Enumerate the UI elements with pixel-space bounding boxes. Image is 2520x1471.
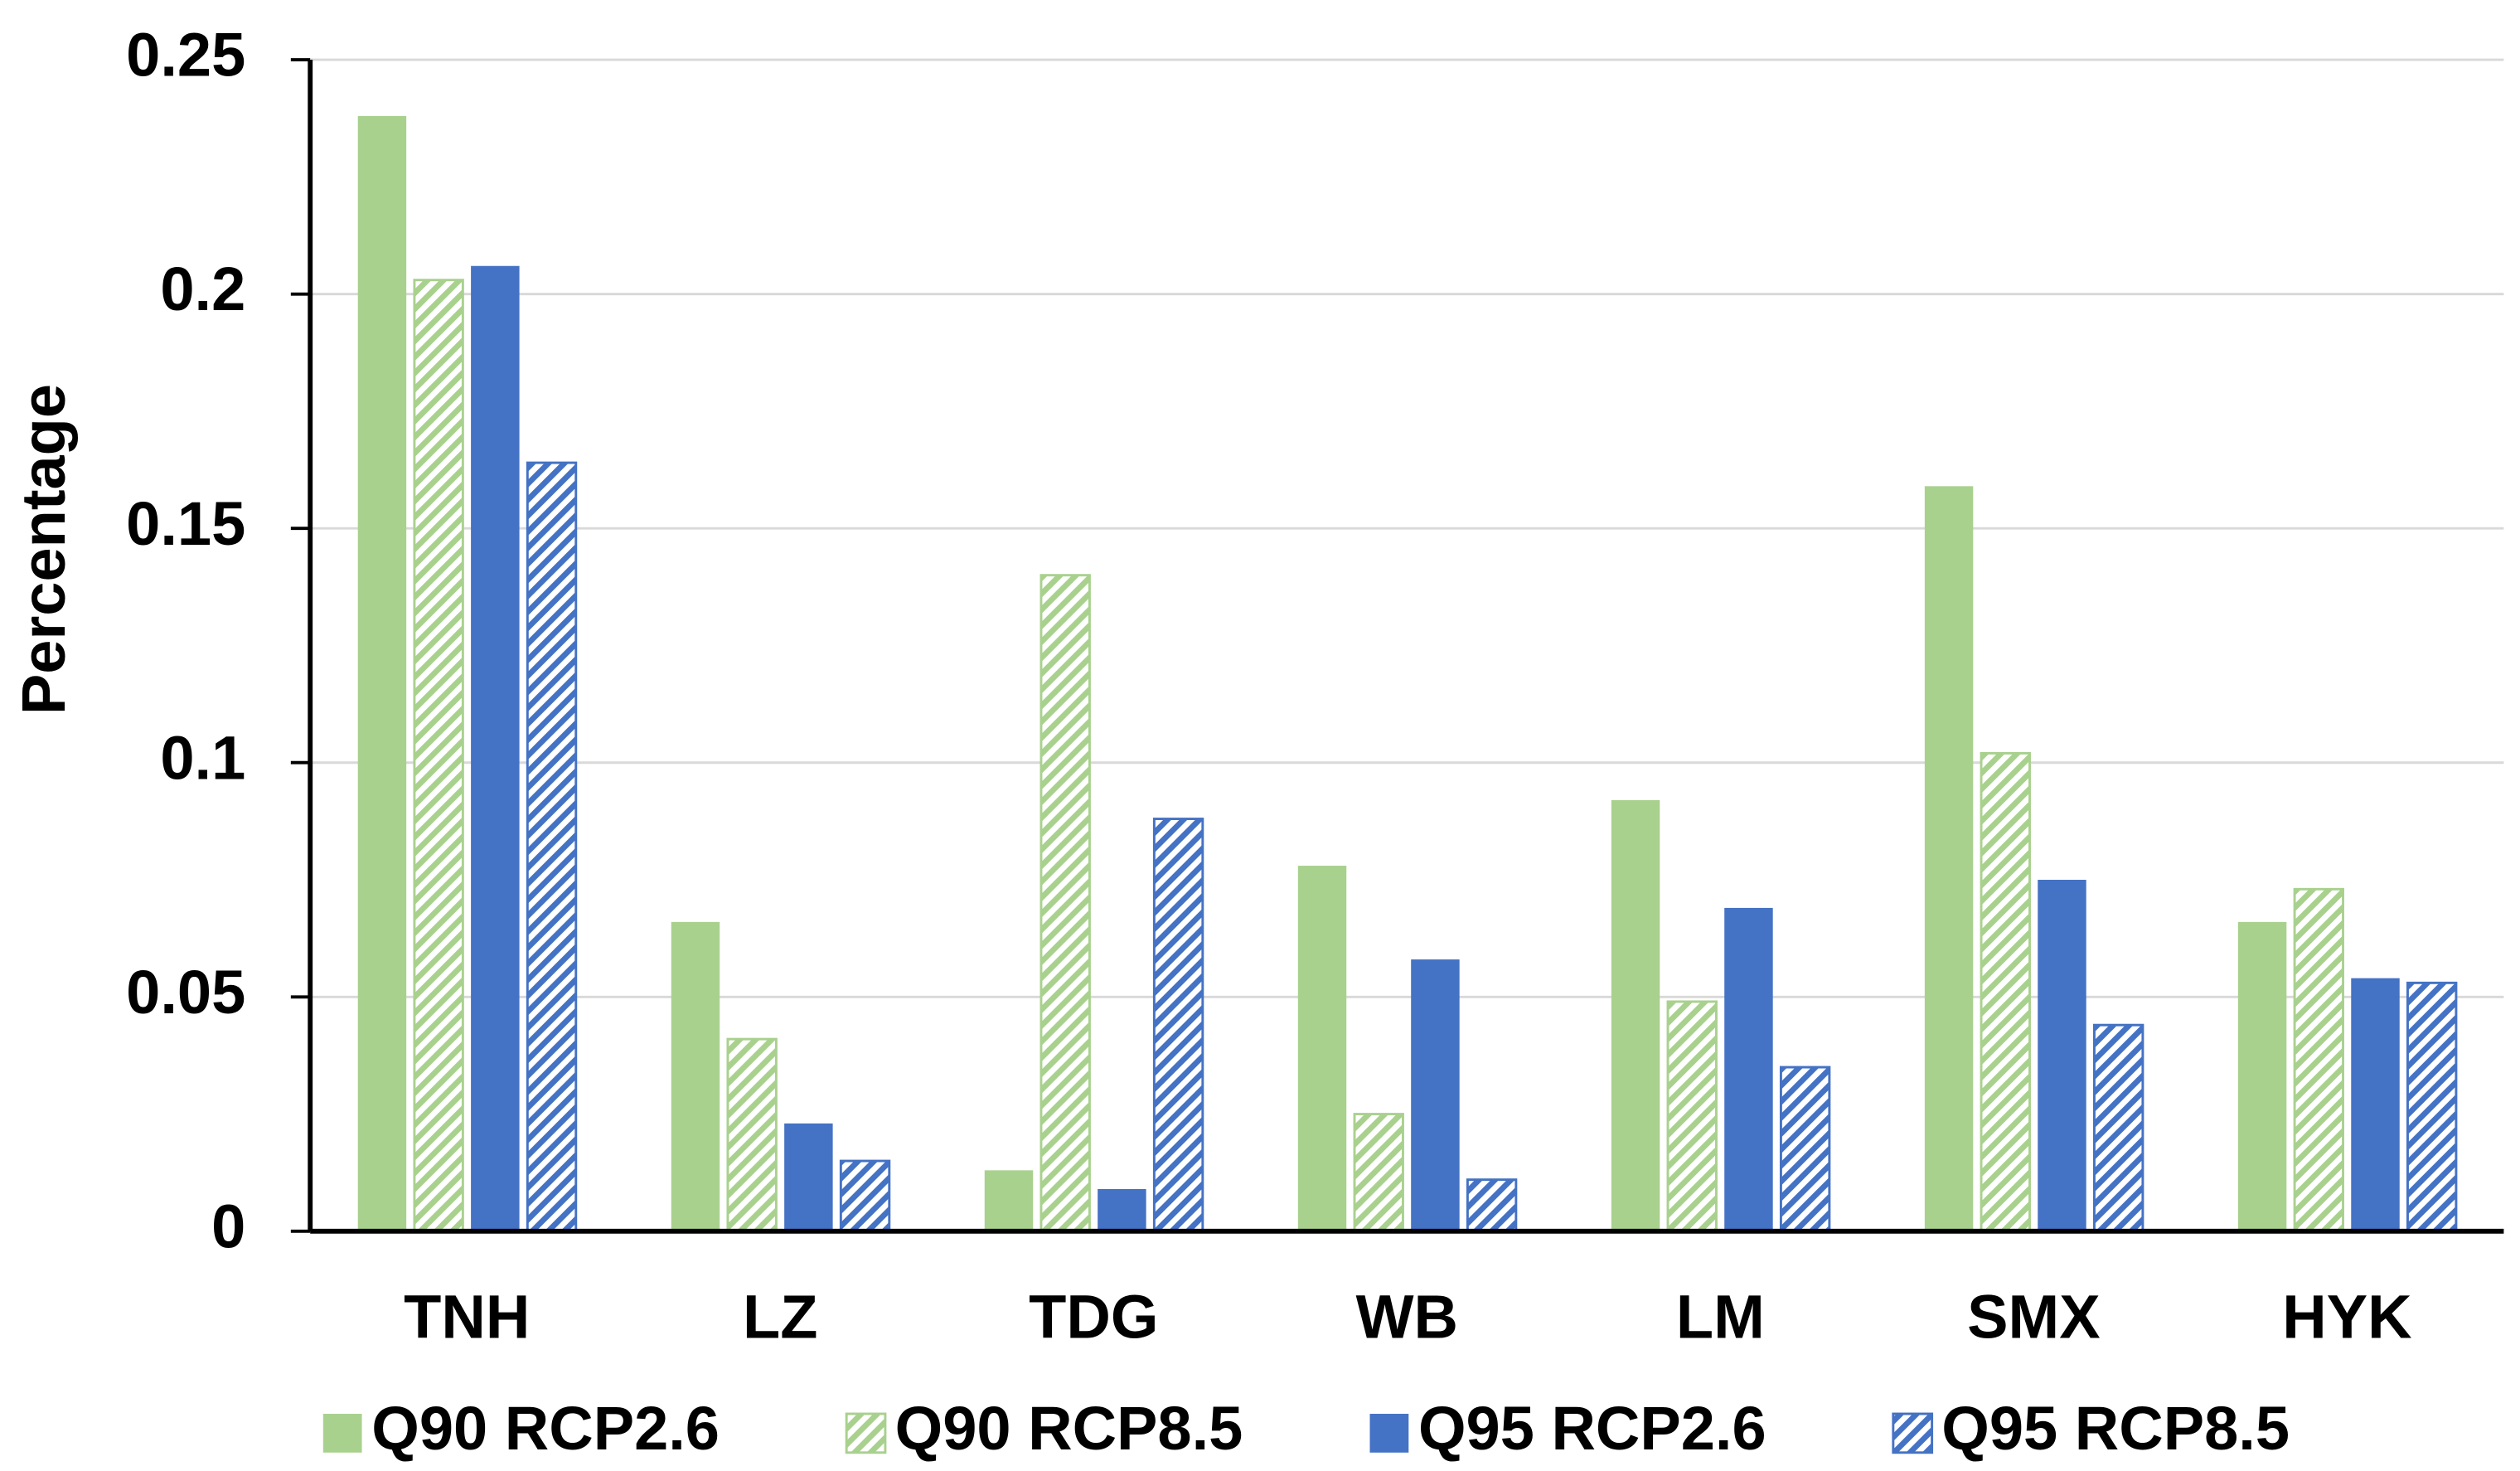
bar [1466, 1178, 1518, 1233]
bar [1152, 818, 1204, 1233]
bar [2351, 978, 2400, 1231]
bar [1666, 1000, 1718, 1233]
x-tick-label: SMX [1967, 1283, 2100, 1352]
y-tick-label: 0.25 [126, 21, 245, 90]
bar [784, 1123, 833, 1231]
x-tick-label: TDG [1029, 1283, 1158, 1352]
y-tick-label: 0.2 [160, 255, 245, 323]
bar [1779, 1066, 1831, 1233]
legend-swatch [845, 1412, 887, 1454]
bar [1611, 799, 1660, 1231]
x-tick-label: WB [1356, 1283, 1458, 1352]
x-tick-label: HYK [2282, 1283, 2411, 1352]
bar [2237, 921, 2287, 1231]
x-tick-label: TNH [404, 1283, 530, 1352]
legend-swatch [322, 1414, 362, 1453]
bar [671, 921, 720, 1231]
bar [1353, 1113, 1404, 1233]
legend-swatch [1369, 1414, 1409, 1453]
y-tick-label: 0.05 [126, 958, 245, 1027]
bar [2038, 880, 2086, 1231]
legend-label: Q90 RCP8.5 [895, 1394, 1243, 1463]
y-tick-label: 0 [211, 1192, 245, 1260]
x-tick-label: LZ [743, 1283, 817, 1352]
bar [726, 1037, 778, 1233]
legend-label: Q90 RCP2.6 [371, 1394, 720, 1463]
y-axis-label: Percentage [9, 384, 78, 715]
y-tick-label: 0.15 [126, 489, 245, 558]
legend-label: Q95 RCP8.5 [1941, 1394, 2290, 1463]
bar [357, 115, 407, 1231]
bar [413, 279, 464, 1233]
bar [1924, 486, 1974, 1231]
bar [1297, 866, 1347, 1231]
bar [2293, 887, 2344, 1233]
y-tick-label: 0.1 [160, 723, 245, 792]
bar [2406, 981, 2458, 1233]
bar [1724, 907, 1773, 1231]
bar [1098, 1188, 1146, 1231]
legend-swatch [1892, 1412, 1934, 1454]
legend-label: Q95 RCP2.6 [1418, 1394, 1766, 1463]
bar [526, 461, 578, 1233]
bar [839, 1159, 891, 1233]
x-tick-label: LM [1676, 1283, 1765, 1352]
bar [471, 265, 520, 1231]
bar [984, 1170, 1034, 1231]
bar [1411, 959, 1460, 1231]
bar [2092, 1023, 2144, 1233]
bar [1040, 574, 1091, 1233]
bar [1980, 751, 2031, 1233]
